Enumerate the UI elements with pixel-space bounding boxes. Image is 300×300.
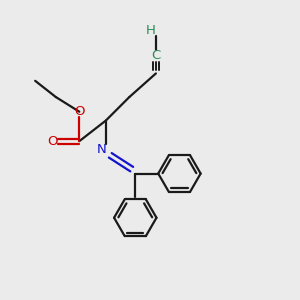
Text: H: H (146, 24, 155, 37)
Text: C: C (151, 49, 160, 62)
Text: O: O (48, 135, 58, 148)
Text: N: N (97, 143, 106, 157)
Text: O: O (74, 105, 85, 118)
